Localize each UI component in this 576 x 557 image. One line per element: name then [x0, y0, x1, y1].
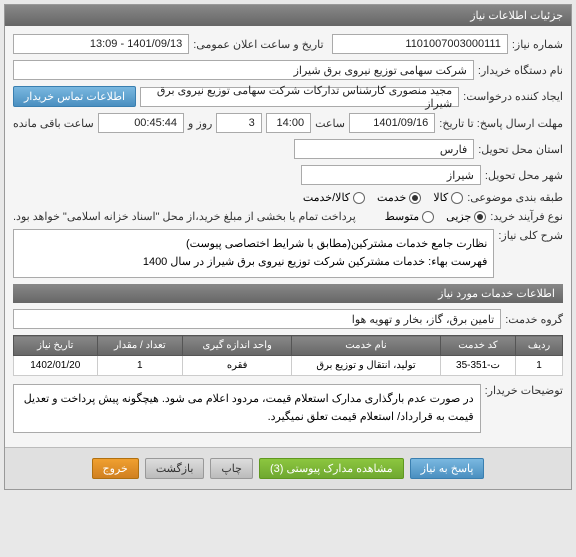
radio-minor — [474, 211, 486, 223]
public-datetime-label: تاریخ و ساعت اعلان عمومی: — [193, 38, 323, 51]
radio-minor-item[interactable]: جزیی — [446, 210, 486, 223]
province-label: استان محل تحویل: — [478, 143, 563, 156]
public-datetime-field: 1401/09/13 - 13:09 — [13, 34, 189, 54]
remaining-time-field: 00:45:44 — [98, 113, 184, 133]
group-field: تامین برق، گاز، بخار و تهویه هوا — [13, 309, 501, 329]
services-header: اطلاعات خدمات مورد نیاز — [13, 284, 563, 303]
cell-name: تولید، انتقال و توزیع برق — [292, 356, 441, 376]
radio-service — [409, 192, 421, 204]
radio-both-label: کالا/خدمت — [303, 191, 350, 204]
row-province: استان محل تحویل: فارس — [13, 139, 563, 159]
row-purchase-type: نوع فرآیند خرید: جزیی متوسط پرداخت تمام … — [13, 210, 563, 223]
main-panel: جزئیات اطلاعات نیاز شماره نیاز: 11010070… — [4, 4, 572, 490]
requester-label: ایجاد کننده درخواست: — [463, 90, 563, 103]
main-desc-line2: فهرست بهاء: خدمات مشترکین شرکت توزیع نیر… — [20, 254, 487, 272]
cell-code: ت-351-35 — [440, 356, 515, 376]
row-buyer: نام دستگاه خریدار: شرکت سهامی توزیع نیرو… — [13, 60, 563, 80]
requester-field: مجید منصوری کارشناس تدارکات شرکت سهامی ت… — [140, 87, 459, 107]
col-row: ردیف — [516, 336, 563, 356]
cell-row: 1 — [516, 356, 563, 376]
radio-medium — [422, 211, 434, 223]
row-requester: ایجاد کننده درخواست: مجید منصوری کارشناس… — [13, 86, 563, 107]
city-field: شیراز — [301, 165, 481, 185]
row-main-desc: شرح کلی نیاز: نظارت جامع خدمات مشترکین(م… — [13, 229, 563, 278]
days-label: روز و — [188, 117, 212, 130]
table-row[interactable]: 1 ت-351-35 تولید، انتقال و توزیع برق فقر… — [14, 356, 563, 376]
deadline-label: مهلت ارسال پاسخ: تا تاریخ: — [439, 117, 563, 130]
col-date: تاریخ نیاز — [14, 336, 98, 356]
subject-type-group: کالا خدمت کالا/خدمت — [303, 191, 463, 204]
col-qty: تعداد / مقدار — [97, 336, 183, 356]
province-field: فارس — [294, 139, 474, 159]
cell-qty: 1 — [97, 356, 183, 376]
radio-goods — [451, 192, 463, 204]
radio-both-item[interactable]: کالا/خدمت — [303, 191, 365, 204]
radio-medium-item[interactable]: متوسط — [385, 210, 435, 223]
subject-type-label: طبقه بندی موضوعی: — [467, 191, 563, 204]
radio-service-label: خدمت — [377, 191, 406, 204]
main-desc-line1: نظارت جامع خدمات مشترکین(مطابق با شرایط … — [20, 236, 487, 254]
radio-goods-item[interactable]: کالا — [433, 191, 463, 204]
need-number-label: شماره نیاز: — [512, 38, 563, 51]
row-subject-type: طبقه بندی موضوعی: کالا خدمت کالا/خدمت — [13, 191, 563, 204]
col-name: نام خدمت — [292, 336, 441, 356]
purchase-type-label: نوع فرآیند خرید: — [490, 210, 563, 223]
buyer-field: شرکت سهامی توزیع نیروی برق شیراز — [13, 60, 474, 80]
cell-date: 1402/01/20 — [14, 356, 98, 376]
time-label-1: ساعت — [315, 117, 345, 130]
radio-both — [353, 192, 365, 204]
print-button[interactable]: چاپ — [210, 458, 253, 479]
purchase-type-group: جزیی متوسط — [385, 210, 487, 223]
city-label: شهر محل تحویل: — [485, 169, 563, 182]
buyer-note-box: در صورت عدم بارگذاری مدارک استعلام قیمت،… — [13, 384, 481, 433]
panel-body: شماره نیاز: 1101007003000111 تاریخ و ساع… — [5, 26, 571, 447]
buyer-note-label: توضیحات خریدار: — [485, 384, 563, 397]
exit-button[interactable]: خروج — [92, 458, 139, 479]
main-desc-label: شرح کلی نیاز: — [498, 229, 563, 242]
panel-title: جزئیات اطلاعات نیاز — [5, 5, 571, 26]
back-button[interactable]: بازگشت — [145, 458, 205, 479]
footer-buttons: پاسخ به نیاز مشاهده مدارک پیوستی (3) چاپ… — [5, 447, 571, 489]
attachments-button[interactable]: مشاهده مدارک پیوستی (3) — [259, 458, 404, 479]
table-header-row: ردیف کد خدمت نام خدمت واحد اندازه گیری ت… — [14, 336, 563, 356]
remaining-label: ساعت باقی مانده — [13, 117, 94, 130]
row-need-number: شماره نیاز: 1101007003000111 تاریخ و ساع… — [13, 34, 563, 54]
radio-service-item[interactable]: خدمت — [377, 191, 421, 204]
row-deadline: مهلت ارسال پاسخ: تا تاریخ: 1401/09/16 سا… — [13, 113, 563, 133]
payment-note: پرداخت تمام یا بخشی از مبلغ خرید،از محل … — [13, 210, 356, 223]
contact-buyer-button[interactable]: اطلاعات تماس خریدار — [13, 86, 136, 107]
radio-goods-label: کالا — [433, 191, 448, 204]
row-group: گروه خدمت: تامین برق، گاز، بخار و تهویه … — [13, 309, 563, 329]
deadline-time-field: 14:00 — [266, 113, 311, 133]
col-code: کد خدمت — [440, 336, 515, 356]
group-label: گروه خدمت: — [505, 313, 563, 326]
buyer-label: نام دستگاه خریدار: — [478, 64, 563, 77]
main-desc-box: نظارت جامع خدمات مشترکین(مطابق با شرایط … — [13, 229, 494, 278]
row-buyer-note: توضیحات خریدار: در صورت عدم بارگذاری مدا… — [13, 384, 563, 433]
radio-minor-label: جزیی — [446, 210, 471, 223]
services-table: ردیف کد خدمت نام خدمت واحد اندازه گیری ت… — [13, 335, 563, 376]
deadline-date-field: 1401/09/16 — [349, 113, 435, 133]
col-unit: واحد اندازه گیری — [183, 336, 292, 356]
days-field: 3 — [216, 113, 261, 133]
row-city: شهر محل تحویل: شیراز — [13, 165, 563, 185]
need-number-field: 1101007003000111 — [332, 34, 508, 54]
radio-medium-label: متوسط — [385, 210, 420, 223]
cell-unit: فقره — [183, 356, 292, 376]
respond-button[interactable]: پاسخ به نیاز — [410, 458, 485, 479]
